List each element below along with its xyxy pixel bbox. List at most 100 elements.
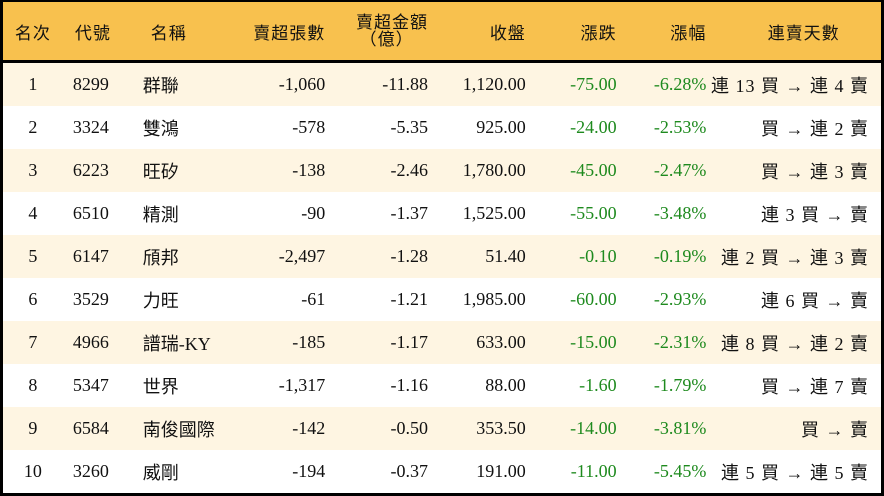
- cell-change: -1.60: [579, 375, 617, 395]
- cell-name: 譜瑞-KY: [142, 333, 211, 354]
- header-change-pct: 漲幅: [670, 23, 707, 43]
- cell-close: 633.00: [476, 332, 526, 352]
- cell-change-pct: -2.53%: [653, 117, 707, 137]
- header-code: 代號: [74, 23, 111, 43]
- cell-code: 6510: [72, 203, 109, 223]
- cell-close: 191.00: [476, 461, 526, 481]
- cell-close: 88.00: [485, 375, 526, 395]
- cell-name: 旺矽: [142, 161, 179, 182]
- cell-change: -15.00: [570, 332, 617, 352]
- cell-close: 1,985.00: [462, 289, 526, 309]
- cell-net-sell-shares: -2,497: [278, 246, 326, 266]
- cell-rank: 6: [28, 289, 38, 309]
- cell-name: 世界: [142, 376, 179, 397]
- cell-code: 5347: [72, 375, 109, 395]
- cell-change-pct: -3.81%: [653, 418, 707, 438]
- header-net-sell-amount: 賣超金額 （億）: [325, 14, 428, 48]
- cell-rank: 5: [28, 246, 38, 266]
- cell-streak: 買 → 賣: [800, 419, 869, 440]
- cell-rank: 4: [28, 203, 38, 223]
- cell-change: -75.00: [570, 74, 617, 94]
- table-row: 10 3260 威剛 -194 -0.37 191.00 -11.00 -5.4…: [3, 450, 881, 493]
- cell-change: -55.00: [570, 203, 617, 223]
- cell-streak: 買 → 連 2 賣: [760, 118, 869, 139]
- cell-change: -60.00: [570, 289, 617, 309]
- table-row: 6 3529 力旺 -61 -1.21 1,985.00 -60.00 -2.9…: [3, 278, 881, 321]
- cell-rank: 10: [23, 461, 42, 481]
- cell-code: 8299: [72, 74, 109, 94]
- table-row: 5 6147 頎邦 -2,497 -1.28 51.40 -0.10 -0.19…: [3, 235, 881, 278]
- cell-code: 4966: [72, 332, 109, 352]
- cell-streak: 連 2 買 → 連 3 賣: [720, 247, 869, 268]
- cell-net-sell-shares: -142: [292, 418, 326, 438]
- cell-rank: 7: [28, 332, 38, 352]
- header-close: 收盤: [489, 23, 526, 43]
- cell-change: -24.00: [570, 117, 617, 137]
- cell-name: 頎邦: [142, 247, 179, 268]
- cell-close: 1,120.00: [462, 74, 526, 94]
- table-row: 2 3324 雙鴻 -578 -5.35 925.00 -24.00 -2.53…: [3, 106, 881, 149]
- cell-net-sell-shares: -90: [301, 203, 326, 223]
- table-row: 9 6584 南俊國際 -142 -0.50 353.50 -14.00 -3.…: [3, 407, 881, 450]
- table-header: 名次 代號 名稱 賣超張數 賣超金額 （億） 收盤 漲跌 漲幅 連賣天數: [3, 2, 881, 63]
- cell-streak: 連 6 買 → 賣: [760, 290, 869, 311]
- cell-streak: 買 → 連 7 賣: [760, 376, 869, 397]
- cell-net-sell-amount: -2.46: [390, 160, 429, 180]
- cell-name: 威剛: [142, 462, 179, 483]
- header-streak: 連賣天數: [767, 23, 840, 43]
- cell-rank: 9: [28, 418, 38, 438]
- cell-change-pct: -5.45%: [653, 461, 707, 481]
- cell-name: 力旺: [142, 290, 179, 311]
- cell-name: 雙鴻: [142, 118, 179, 139]
- cell-change-pct: -2.93%: [653, 289, 707, 309]
- cell-change-pct: -3.48%: [653, 203, 707, 223]
- table-row: 8 5347 世界 -1,317 -1.16 88.00 -1.60 -1.79…: [3, 364, 881, 407]
- cell-change: -14.00: [570, 418, 617, 438]
- cell-streak: 連 8 買 → 連 2 賣: [720, 333, 869, 354]
- cell-code: 3324: [72, 117, 109, 137]
- cell-code: 3260: [72, 461, 109, 481]
- cell-net-sell-shares: -1,060: [278, 74, 326, 94]
- cell-net-sell-amount: -0.37: [390, 461, 429, 481]
- cell-close: 353.50: [476, 418, 526, 438]
- cell-streak: 連 5 買 → 連 5 賣: [720, 462, 869, 483]
- cell-close: 51.40: [485, 246, 526, 266]
- cell-close: 1,780.00: [462, 160, 526, 180]
- cell-net-sell-amount: -1.37: [390, 203, 429, 223]
- cell-change: -11.00: [570, 461, 617, 481]
- cell-net-sell-amount: -1.28: [390, 246, 429, 266]
- cell-net-sell-amount: -5.35: [390, 117, 429, 137]
- header-name: 名稱: [150, 23, 187, 43]
- cell-rank: 8: [28, 375, 38, 395]
- cell-change-pct: -2.31%: [653, 332, 707, 352]
- cell-net-sell-amount: -0.50: [390, 418, 429, 438]
- header-amount-line1: 賣超金額: [356, 13, 429, 32]
- cell-net-sell-shares: -185: [292, 332, 326, 352]
- cell-change: -45.00: [570, 160, 617, 180]
- cell-code: 6584: [72, 418, 109, 438]
- table-row: 3 6223 旺矽 -138 -2.46 1,780.00 -45.00 -2.…: [3, 149, 881, 192]
- cell-net-sell-shares: -61: [301, 289, 326, 309]
- header-change: 漲跌: [580, 23, 617, 43]
- cell-net-sell-amount: -1.16: [390, 375, 429, 395]
- header-net-sell-shares: 賣超張數: [253, 23, 326, 43]
- cell-net-sell-shares: -138: [292, 160, 326, 180]
- cell-streak: 買 → 連 3 賣: [760, 161, 869, 182]
- cell-name: 精測: [142, 204, 179, 225]
- cell-close: 1,525.00: [462, 203, 526, 223]
- cell-rank: 3: [28, 160, 38, 180]
- table-body: 1 8299 群聯 -1,060 -11.88 1,120.00 -75.00 …: [3, 63, 881, 493]
- cell-net-sell-amount: -11.88: [382, 74, 429, 94]
- cell-code: 6223: [72, 160, 109, 180]
- cell-name: 群聯: [142, 75, 179, 96]
- cell-code: 3529: [72, 289, 109, 309]
- cell-streak: 連 3 買 → 賣: [760, 204, 869, 225]
- cell-net-sell-shares: -578: [292, 117, 326, 137]
- cell-close: 925.00: [476, 117, 526, 137]
- cell-change-pct: -6.28%: [653, 74, 707, 94]
- cell-streak: 連 13 買 → 連 4 賣: [710, 75, 869, 96]
- table-row: 7 4966 譜瑞-KY -185 -1.17 633.00 -15.00 -2…: [3, 321, 881, 364]
- cell-net-sell-amount: -1.17: [390, 332, 429, 352]
- cell-change-pct: -2.47%: [653, 160, 707, 180]
- table-row: 4 6510 精測 -90 -1.37 1,525.00 -55.00 -3.4…: [3, 192, 881, 235]
